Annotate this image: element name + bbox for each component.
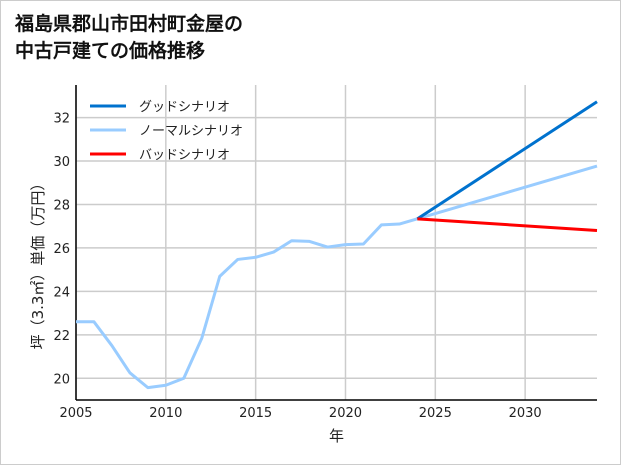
x-axis-label: 年 bbox=[329, 427, 344, 445]
x-tick-label: 2010 bbox=[149, 406, 182, 421]
series-line-2 bbox=[417, 217, 598, 233]
legend-label: バッドシナリオ bbox=[139, 148, 230, 163]
y-tick-label: 26 bbox=[53, 242, 70, 257]
y-tick-label: 22 bbox=[53, 329, 70, 344]
y-axis-label: 坪（3.3㎡）単価（万円） bbox=[29, 176, 47, 350]
y-tick-label: 24 bbox=[53, 285, 70, 300]
x-tick-label: 2020 bbox=[329, 406, 362, 421]
y-tick-label: 28 bbox=[53, 198, 70, 213]
series-line-1 bbox=[76, 164, 598, 390]
x-tick-label: 2030 bbox=[509, 406, 542, 421]
legend-label: グッドシナリオ bbox=[139, 100, 230, 115]
title-line-2: 中古戸建ての価格推移 bbox=[15, 40, 206, 62]
y-tick-label: 30 bbox=[53, 155, 70, 170]
y-tick-label: 20 bbox=[53, 372, 70, 387]
legend-label: ノーマルシナリオ bbox=[139, 124, 243, 139]
title-line-1: 福島県郡山市田村町金屋の bbox=[15, 13, 244, 35]
y-tick-label: 32 bbox=[53, 112, 70, 127]
chart-title: 福島県郡山市田村町金屋の 中古戸建ての価格推移 bbox=[15, 11, 243, 65]
x-tick-label: 2015 bbox=[239, 406, 272, 421]
x-tick-label: 2005 bbox=[59, 406, 92, 421]
series-line-0 bbox=[416, 100, 598, 221]
x-tick-label: 2025 bbox=[419, 406, 452, 421]
